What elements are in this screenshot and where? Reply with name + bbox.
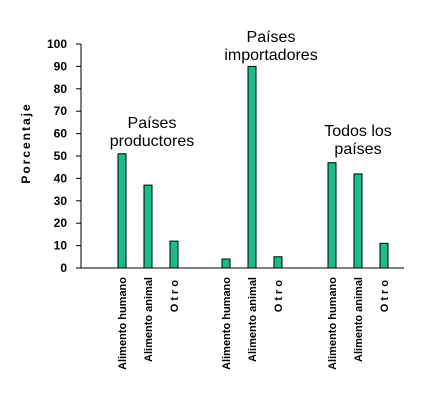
- bars: [117, 65, 389, 269]
- y-tick-label: 40: [54, 171, 68, 185]
- group-label-line: Países: [247, 29, 296, 46]
- x-category-label: Alimento humano: [117, 277, 129, 370]
- y-axis: 0 10 20 30 40 50 60 70 80 90 100: [47, 37, 82, 275]
- bar: [379, 242, 389, 269]
- x-category-label: Otro: [273, 277, 285, 312]
- y-tick-label: 10: [54, 239, 68, 253]
- y-tick-label: 50: [54, 149, 68, 163]
- bar: [353, 173, 363, 269]
- bar: [143, 184, 153, 269]
- y-tick-label: 20: [54, 216, 68, 230]
- group-label-line: importadores: [224, 47, 317, 64]
- y-tick-label: 30: [54, 194, 68, 208]
- x-category-labels: Alimento humano Alimento animal Otro Alimen…: [117, 277, 391, 370]
- bar: [117, 153, 127, 269]
- group-label-line: Todos los: [324, 123, 392, 140]
- y-tick-label: 60: [54, 127, 68, 141]
- x-category-label: Otro: [169, 277, 181, 312]
- x-category-label: Alimento animal: [143, 277, 155, 362]
- group-labels: PaísesproductoresPaísesimportadoresTodos…: [110, 29, 392, 158]
- x-category-label: Otro: [379, 277, 391, 312]
- x-category-label: Alimento humano: [327, 277, 339, 370]
- group-label-line: Países: [128, 115, 177, 132]
- y-tick-label: 70: [54, 104, 68, 118]
- bar: [221, 258, 231, 269]
- x-category-label: Alimento humano: [221, 277, 233, 370]
- y-tick-label: 80: [54, 82, 68, 96]
- group-label-line: países: [334, 141, 381, 158]
- y-axis-label: Porcentaje: [19, 102, 33, 183]
- x-category-label: Alimento animal: [353, 277, 365, 362]
- y-tick-label: 90: [54, 59, 68, 73]
- bar: [169, 240, 179, 269]
- bar: [273, 256, 283, 269]
- y-tick-label: 100: [47, 37, 67, 51]
- bar: [327, 162, 337, 269]
- bar: [247, 65, 257, 269]
- group-label-line: productores: [110, 133, 195, 150]
- x-category-label: Alimento animal: [247, 277, 259, 362]
- y-tick-label: 0: [60, 261, 67, 275]
